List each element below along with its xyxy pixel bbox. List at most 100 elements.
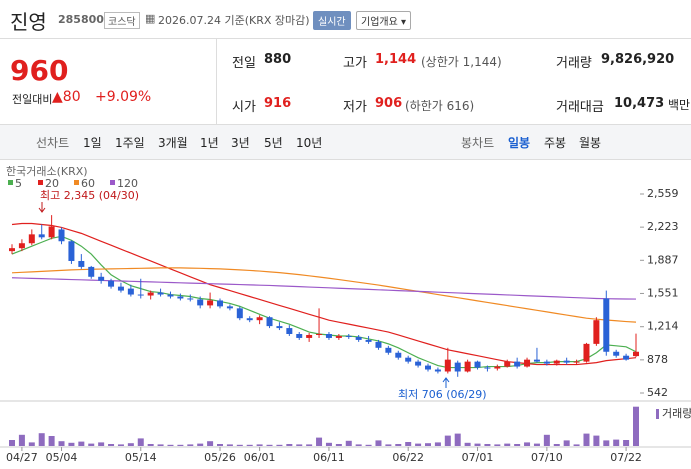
volume-bar: [207, 441, 214, 446]
volume-bar: [613, 439, 620, 446]
volume-bar: [306, 444, 313, 446]
candle-body: [405, 357, 412, 362]
tab[interactable]: 1일: [83, 136, 102, 150]
candle-body: [38, 234, 45, 238]
candle-body: [316, 334, 323, 336]
volume-bar: [365, 444, 372, 446]
volume-bar: [28, 442, 35, 446]
volume-bar: [137, 438, 144, 446]
candle-body: [543, 361, 550, 364]
candle-body: [415, 361, 422, 366]
candle-body: [454, 362, 461, 372]
candle-body: [226, 306, 233, 309]
ma-line: [11, 235, 637, 369]
y-tick-label: 542: [647, 386, 668, 399]
candle-body: [474, 361, 481, 368]
candle-body: [266, 317, 273, 327]
tab[interactable]: 3개월: [158, 136, 188, 150]
volume-bar: [197, 443, 204, 446]
volume-bar: [533, 443, 540, 446]
y-tick-label: 1,214: [647, 320, 679, 333]
volume-bar: [603, 440, 610, 446]
candle-body: [444, 359, 451, 372]
change-label: 전일대비: [12, 93, 53, 106]
ma-line: [11, 277, 637, 300]
tab[interactable]: 5년: [264, 136, 283, 150]
realtime-button[interactable]: 실시간: [313, 11, 351, 30]
volume-bar: [266, 444, 273, 446]
volume-bar: [543, 434, 550, 446]
y-tick-label: 878: [647, 353, 668, 366]
volume-bar: [464, 442, 471, 446]
legend-label: 5: [15, 177, 22, 190]
x-tick-label: 05/14: [125, 451, 157, 464]
quote-value: 916: [264, 96, 292, 111]
volume-bar: [177, 444, 184, 446]
x-tick-label: 07/10: [531, 451, 563, 464]
candle-body: [48, 226, 55, 238]
y-tick-label: 1,551: [647, 286, 679, 299]
tab[interactable]: 3년: [231, 136, 250, 150]
volume-bar: [454, 433, 461, 446]
candle-body: [246, 318, 253, 321]
change-value: 80: [62, 89, 81, 105]
candle-body: [593, 320, 600, 344]
volume-bar: [48, 436, 55, 446]
volume-bar: [167, 444, 174, 446]
legend-label: 60: [81, 177, 95, 190]
quote-value: 10,473: [614, 96, 665, 111]
quote-note: (상한가 1,144): [421, 55, 502, 69]
candle-body: [385, 347, 392, 353]
volume-bar: [444, 435, 451, 446]
ma-line: [11, 267, 637, 323]
tab[interactable]: 주봉: [544, 136, 567, 150]
legend-swatch: [74, 180, 79, 185]
tab[interactable]: 10년: [296, 136, 323, 150]
annotation-arrow: [38, 202, 46, 213]
tab[interactable]: 일봉: [508, 136, 531, 150]
volume-bar: [434, 442, 441, 446]
quote-value: 9,826,920: [601, 52, 675, 67]
volume-bar: [316, 437, 323, 446]
quote-value: 906: [375, 96, 403, 111]
candle-body: [256, 317, 263, 321]
volume-bar: [286, 444, 293, 446]
candle-body: [603, 298, 610, 352]
divider: [216, 38, 217, 124]
candle-body: [613, 351, 620, 356]
x-tick-label: 04/27: [6, 451, 38, 464]
candle-body: [306, 334, 313, 338]
company-button[interactable]: 기업개요 ▾: [356, 11, 411, 30]
candle-body: [345, 335, 352, 337]
quote-label: 전일: [232, 56, 256, 71]
volume-bar: [217, 444, 223, 446]
candle-body: [464, 361, 471, 372]
candle-body: [9, 248, 15, 252]
volume-bar: [108, 444, 115, 446]
volume-bar: [385, 444, 392, 446]
volume-bar: [415, 443, 422, 446]
tab[interactable]: 월봉: [579, 136, 602, 150]
candle-body: [425, 365, 431, 370]
volume-bar: [593, 435, 600, 446]
candle-body: [623, 355, 630, 360]
x-tick-label: 06/11: [313, 451, 345, 464]
tab[interactable]: 1년: [200, 136, 219, 150]
volume-bar: [147, 444, 154, 446]
y-tick-label: 2,559: [647, 187, 679, 200]
candle-body: [197, 299, 204, 306]
volume-bar: [524, 442, 531, 446]
candle-body: [434, 369, 441, 372]
quote-label: 거래량: [556, 56, 592, 71]
volume-bar: [98, 442, 105, 446]
candle-body: [217, 300, 223, 307]
x-tick-label: 07/01: [462, 451, 494, 464]
candle-body: [58, 229, 65, 242]
volume-bar: [226, 444, 233, 446]
volume-bar: [276, 444, 283, 446]
legend-swatch: [38, 180, 43, 185]
change: ▲80: [52, 89, 81, 105]
quote-note: (하한가 616): [405, 99, 475, 113]
tab[interactable]: 1주일: [115, 136, 145, 150]
